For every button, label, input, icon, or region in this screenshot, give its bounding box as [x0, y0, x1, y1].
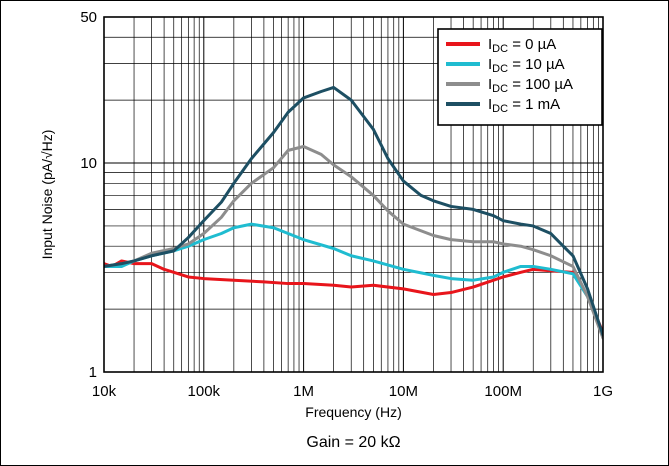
series-line [104, 85, 603, 337]
x-tick-label: 10M [389, 383, 418, 400]
series-line [104, 145, 603, 340]
x-axis-label: Frequency (Hz) [305, 404, 401, 420]
series-line [104, 222, 603, 337]
series-line [104, 259, 603, 334]
gain-note: Gain = 20 kΩ [306, 434, 400, 451]
legend-label: IDC = 1 mA [488, 96, 560, 115]
x-tick-label: 1M [293, 383, 314, 400]
plot-area-border [103, 16, 604, 373]
legend-label: IDC = 0 µA [488, 36, 556, 55]
y-tick-label: 10 [80, 155, 97, 172]
x-tick-label: 100M [484, 383, 522, 400]
y-axis-ticks: 1 10 50 [80, 9, 97, 381]
y-axis-label: Input Noise (pA/√Hz) [39, 130, 55, 260]
x-tick-label: 1G [593, 383, 613, 400]
y-tick-label: 50 [80, 9, 97, 26]
x-axis-ticks: 10k 100k 1M 10M 100M 1G [92, 383, 613, 400]
legend-label: IDC = 10 µA [488, 56, 565, 75]
x-tick-label: 10k [92, 383, 117, 400]
series-lines [104, 85, 603, 340]
x-tick-label: 100k [188, 383, 221, 400]
y-tick-label: 1 [89, 364, 97, 381]
legend-label: IDC = 100 µA [488, 76, 573, 95]
